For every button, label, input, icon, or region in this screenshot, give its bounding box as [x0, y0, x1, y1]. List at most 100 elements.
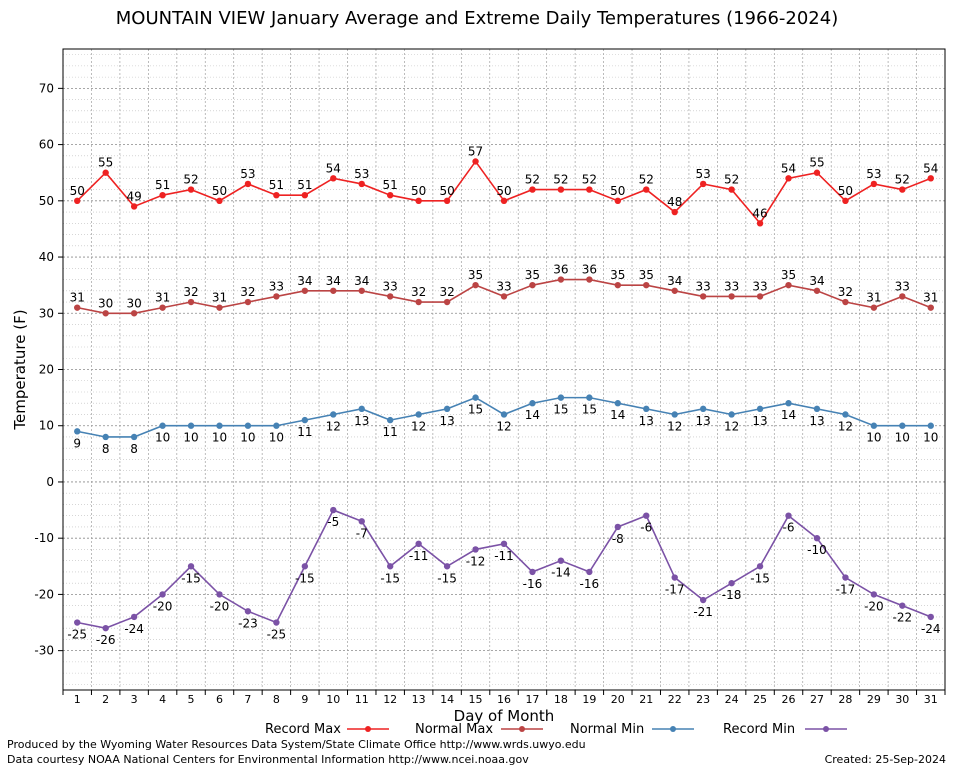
data-point	[586, 186, 593, 193]
data-label: 50	[70, 184, 85, 198]
data-point	[443, 197, 451, 205]
data-point	[927, 175, 934, 182]
data-point	[330, 411, 337, 418]
data-point	[386, 191, 394, 199]
y-tick-label: -10	[34, 531, 54, 545]
legend-swatch	[652, 726, 694, 732]
data-label: 35	[781, 268, 796, 282]
data-label: 13	[696, 414, 711, 428]
data-point	[415, 540, 422, 548]
data-point	[358, 180, 365, 188]
y-tick-label: 20	[39, 363, 54, 377]
data-point	[358, 287, 365, 294]
data-label: 53	[354, 167, 369, 181]
data-point	[842, 574, 849, 581]
series-record-max: 50 55 49 51 52 50 53 51 51 54 53 51 50 50 57 50 52 52 52 50…	[70, 144, 938, 227]
x-tick-label: 20	[611, 693, 625, 706]
data-label: 49	[126, 189, 141, 203]
data-point	[586, 276, 593, 283]
data-point	[529, 400, 536, 407]
y-tick-label: 10	[39, 419, 54, 433]
data-point	[130, 433, 138, 441]
data-label: -11	[494, 549, 514, 563]
data-label: 33	[696, 279, 711, 293]
data-point	[273, 191, 280, 199]
data-label: 52	[724, 173, 739, 187]
data-point	[330, 506, 337, 514]
y-axis: -30 -20 -10 0 10 20 30 40 50 60 70	[34, 81, 63, 658]
data-label: -24	[124, 622, 144, 636]
data-label: -15	[181, 571, 201, 585]
x-tick-label: 27	[810, 693, 824, 706]
data-label: 11	[297, 425, 312, 439]
data-label: 34	[297, 274, 312, 288]
data-label: -23	[238, 616, 258, 630]
data-point	[927, 613, 934, 621]
data-point	[102, 624, 109, 632]
data-point	[74, 428, 81, 435]
data-label: 12	[667, 419, 682, 433]
data-label: 54	[781, 161, 796, 175]
data-point	[699, 293, 707, 300]
data-point	[614, 281, 622, 289]
data-label: 10	[155, 431, 170, 445]
data-label: 12	[496, 419, 511, 433]
data-label: 53	[240, 167, 255, 181]
data-label: 32	[183, 285, 198, 299]
legend-label: Normal Max	[415, 722, 494, 737]
data-point	[813, 534, 821, 542]
data-label: 12	[411, 419, 426, 433]
data-point	[443, 563, 451, 570]
data-label: 15	[468, 403, 483, 417]
data-point	[728, 293, 735, 300]
data-label: -18	[722, 588, 742, 602]
x-tick-label: 9	[301, 693, 308, 706]
data-point	[529, 281, 536, 289]
data-point	[728, 186, 735, 193]
data-label: 13	[354, 414, 369, 428]
data-point	[643, 512, 650, 519]
data-label: 31	[212, 291, 227, 305]
data-point	[187, 298, 195, 306]
data-label: -15	[437, 571, 457, 585]
x-tick-label: 18	[554, 693, 568, 706]
data-label: 10	[240, 431, 255, 445]
data-label: 12	[724, 419, 739, 433]
data-point	[330, 175, 337, 182]
data-point	[899, 186, 906, 193]
data-label: 50	[610, 184, 625, 198]
data-label: 31	[866, 291, 881, 305]
data-label: -5	[327, 515, 339, 529]
data-point	[443, 405, 451, 413]
data-point	[159, 191, 166, 199]
data-label: -17	[665, 583, 685, 597]
data-label: 10	[866, 431, 881, 445]
data-point	[102, 310, 109, 317]
x-tick-label: 17	[525, 693, 539, 706]
credit-line-2: Data courtesy NOAA National Centers for …	[7, 753, 529, 766]
data-point	[529, 568, 536, 576]
x-tick-label: 31	[924, 693, 938, 706]
x-tick-label: 29	[867, 693, 881, 706]
data-label: 48	[667, 195, 682, 209]
data-label: 13	[809, 414, 824, 428]
data-label: 13	[439, 414, 454, 428]
data-label: 10	[183, 431, 198, 445]
data-label: -6	[640, 521, 652, 535]
data-point	[586, 568, 593, 576]
data-point	[330, 287, 337, 294]
data-point	[699, 596, 707, 604]
data-label: 12	[326, 419, 341, 433]
data-point	[500, 411, 508, 418]
data-point	[870, 422, 878, 429]
x-tick-label: 13	[412, 693, 426, 706]
data-label: 50	[411, 184, 426, 198]
data-point	[557, 186, 565, 193]
data-point	[187, 186, 195, 193]
x-axis: 1 2 3 4 5 6 7 8 9 10 11 12 13 14 15 16 17 18 19 20 21 22 23 24 2…	[62, 690, 946, 706]
grid-lines	[63, 49, 945, 690]
data-label: 51	[297, 178, 312, 192]
x-tick-label: 16	[497, 693, 511, 706]
data-label: 31	[155, 291, 170, 305]
data-label: -16	[523, 577, 543, 591]
